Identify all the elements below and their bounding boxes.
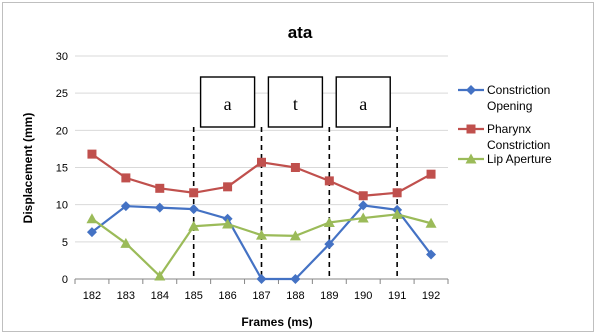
x-tick-label: 186	[218, 290, 236, 302]
data-point	[188, 204, 199, 215]
data-point	[358, 200, 369, 211]
data-point	[323, 217, 335, 228]
grid-lines	[75, 55, 448, 243]
data-point	[425, 217, 437, 228]
x-tick-label: 189	[320, 290, 338, 302]
data-point	[154, 202, 165, 213]
x-tick-label: 191	[388, 290, 406, 302]
segment-boundaries	[192, 127, 398, 279]
x-axis: 182 183 184 185 186 187 188 189 190 191 192	[74, 278, 449, 302]
data-point	[86, 213, 98, 224]
y-tick-label: 10	[56, 200, 68, 212]
data-point	[290, 163, 300, 172]
legend-item: Pharynx Constriction	[458, 122, 550, 152]
y-tick-label: 25	[56, 88, 68, 100]
series-lip-aperture	[86, 208, 437, 281]
legend-marker	[466, 124, 476, 134]
segment-label: a	[224, 94, 232, 114]
y-tick-label: 15	[56, 163, 68, 175]
data-point	[289, 230, 301, 241]
data-point	[120, 237, 132, 248]
legend-item: Constriction Opening	[458, 83, 550, 113]
legend-label: Pharynx	[487, 122, 531, 136]
data-point	[290, 274, 301, 284]
segment-box	[267, 76, 324, 128]
legend: ConstrictionOpeningPharynxConstrictionLi…	[458, 83, 552, 166]
segment-box	[199, 76, 256, 128]
data-point	[121, 173, 131, 183]
legend-label: Constriction	[487, 83, 550, 97]
data-point	[391, 208, 403, 219]
data-point	[324, 176, 334, 186]
x-tick-label: 183	[117, 290, 135, 302]
legend-label: Opening	[487, 99, 532, 113]
data-point	[120, 201, 131, 212]
series-pharynx-constriction	[87, 149, 436, 201]
data-point	[392, 188, 402, 198]
x-tick-label: 185	[185, 290, 203, 302]
data-point	[426, 249, 437, 260]
data-point	[256, 229, 267, 240]
y-axis: 0 5 10 15 20 25 30	[56, 51, 68, 286]
legend-item: Lip Aperture	[458, 152, 552, 166]
legend-marker	[466, 85, 476, 95]
data-point	[155, 183, 165, 193]
data-point	[87, 149, 97, 159]
x-tick-label: 188	[286, 290, 304, 302]
data-point	[426, 169, 436, 179]
segment-label: t	[293, 94, 298, 114]
data-point	[257, 157, 266, 167]
x-tick-label: 190	[354, 290, 372, 302]
segment-box	[335, 76, 391, 128]
x-tick-label: 192	[422, 290, 440, 302]
data-point	[154, 270, 166, 281]
y-tick-label: 20	[56, 125, 68, 137]
series-constriction-opening	[86, 200, 437, 284]
x-tick-label: 184	[151, 290, 169, 302]
data-point	[358, 191, 368, 201]
y-axis-title: Displacement (mm)	[21, 113, 35, 224]
data-point	[324, 239, 335, 250]
y-tick-label: 5	[62, 237, 68, 249]
chart-title: ata	[288, 23, 313, 42]
legend-label: Lip Aperture	[487, 152, 552, 166]
series-group	[86, 149, 437, 284]
data-point	[222, 218, 234, 229]
data-point	[86, 227, 97, 238]
y-tick-label: 0	[62, 274, 68, 286]
legend-marker	[465, 153, 477, 164]
y-tick-label: 30	[56, 51, 68, 63]
data-point	[189, 188, 199, 198]
legend-label: Constriction	[487, 138, 550, 152]
x-tick-label: 182	[83, 290, 101, 302]
x-tick-label: 187	[252, 290, 270, 302]
segment-label: a	[359, 94, 367, 114]
data-point	[188, 220, 200, 231]
data-point	[357, 212, 369, 223]
data-point	[223, 182, 233, 192]
x-axis-title: Frames (ms)	[241, 315, 312, 329]
data-point	[256, 274, 267, 284]
